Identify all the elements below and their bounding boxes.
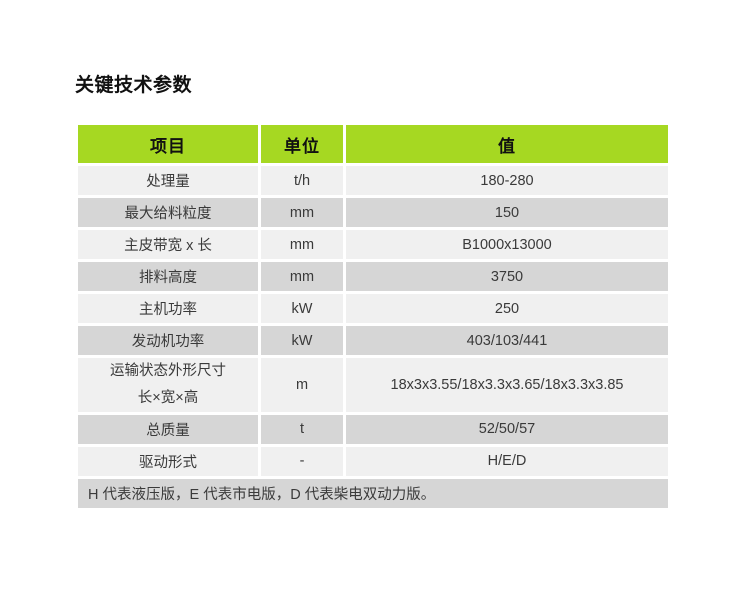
param-value: H/E/D bbox=[346, 446, 668, 476]
param-unit: kW bbox=[261, 294, 343, 323]
param-unit: t bbox=[261, 414, 343, 444]
param-name: 排料高度 bbox=[78, 262, 258, 291]
param-name-line2: 长×宽×高 bbox=[137, 389, 199, 406]
param-value: 52/50/57 bbox=[346, 414, 668, 444]
param-unit: mm bbox=[261, 230, 343, 259]
table-footnote: H 代表液压版，E 代表市电版，D 代表柴电双动力版。 bbox=[78, 478, 668, 508]
page-title: 关键技术参数 bbox=[75, 75, 193, 96]
param-unit: mm bbox=[261, 198, 343, 227]
param-name: 运输状态外形尺寸 长×宽×高 bbox=[78, 358, 258, 412]
param-value: 18x3x3.55/18x3.3x3.65/18x3.3x3.85 bbox=[346, 358, 668, 412]
param-name: 驱动形式 bbox=[78, 446, 258, 476]
param-value: 403/103/441 bbox=[346, 326, 668, 355]
param-unit: t/h bbox=[261, 166, 343, 195]
column-header-unit: 单位 bbox=[261, 125, 343, 163]
param-value: B1000x13000 bbox=[346, 230, 668, 259]
column-header-value: 值 bbox=[346, 125, 668, 163]
table-row: 发动机功率 kW 403/103/441 bbox=[78, 326, 668, 355]
table-row: 运输状态外形尺寸 长×宽×高 m 18x3x3.55/18x3.3x3.65/1… bbox=[78, 358, 668, 412]
param-unit: kW bbox=[261, 326, 343, 355]
param-name: 发动机功率 bbox=[78, 326, 258, 355]
param-name: 主皮带宽 x 长 bbox=[78, 230, 258, 259]
table-footnote-row: H 代表液压版，E 代表市电版，D 代表柴电双动力版。 bbox=[78, 478, 668, 508]
table-row: 驱动形式 - H/E/D bbox=[78, 446, 668, 476]
table-row: 总质量 t 52/50/57 bbox=[78, 414, 668, 444]
param-name: 主机功率 bbox=[78, 294, 258, 323]
param-value: 150 bbox=[346, 198, 668, 227]
param-value: 3750 bbox=[346, 262, 668, 291]
column-header-item: 项目 bbox=[78, 125, 258, 163]
table-row: 主皮带宽 x 长 mm B1000x13000 bbox=[78, 230, 668, 259]
param-name: 处理量 bbox=[78, 166, 258, 195]
table-row: 处理量 t/h 180-280 bbox=[78, 166, 668, 195]
param-unit: m bbox=[261, 358, 343, 412]
key-technical-parameters-table: 项目 单位 值 处理量 t/h 180-280 最大给料粒度 mm 150 主皮… bbox=[75, 122, 671, 511]
param-name-line1: 运输状态外形尺寸 bbox=[110, 363, 226, 379]
table-row: 排料高度 mm 3750 bbox=[78, 262, 668, 291]
param-name: 总质量 bbox=[78, 414, 258, 444]
table-header-row: 项目 单位 值 bbox=[78, 125, 668, 163]
param-name: 最大给料粒度 bbox=[78, 198, 258, 227]
param-unit: - bbox=[261, 446, 343, 476]
param-value: 250 bbox=[346, 294, 668, 323]
param-value: 180-280 bbox=[346, 166, 668, 195]
table-row: 主机功率 kW 250 bbox=[78, 294, 668, 323]
param-unit: mm bbox=[261, 262, 343, 291]
table-row: 最大给料粒度 mm 150 bbox=[78, 198, 668, 227]
